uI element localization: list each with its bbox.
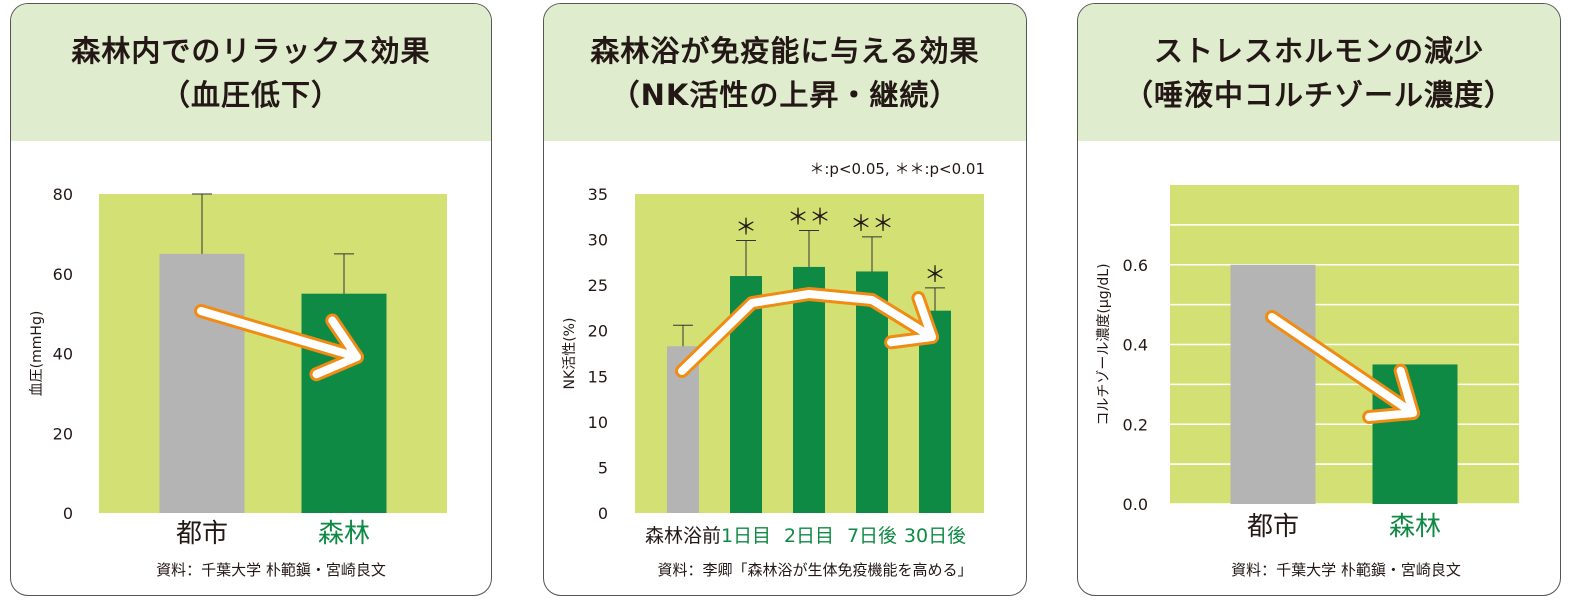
chart-card-blood-pressure: 森林内でのリラックス効果 （血圧低下） 0 20 40 60 80 血圧(mmHg) 都市 森… xyxy=(10,3,492,596)
nk-activity-chart: 0 5 10 15 20 25 30 35 NK活性(%) 森林浴前 ＊ 1日目 ＊＊ 2日目 ＊＊ 7日後 ＊… xyxy=(562,160,985,579)
bar xyxy=(793,266,825,513)
y-tick-label: 0.2 xyxy=(1123,415,1148,434)
chart-title-line-2: （NK活性の上昇・継続） xyxy=(610,77,960,112)
trend-arrow xyxy=(1265,310,1420,425)
category-label: 2日目 xyxy=(784,525,834,547)
source-note: 資料：千葉大学 朴範鎭・宮崎良文 xyxy=(1231,561,1461,579)
y-tick-label: 25 xyxy=(588,276,608,295)
card-header: ストレスホルモンの減少 （唾液中コルチゾール濃度） xyxy=(1078,4,1560,141)
y-tick-label: 30 xyxy=(588,231,608,250)
y-tick-label: 0.4 xyxy=(1123,336,1148,355)
y-tick-label: 35 xyxy=(588,185,608,204)
bar xyxy=(159,253,245,513)
category-label: 都市 xyxy=(176,519,228,549)
significance-mark: ＊＊ xyxy=(850,212,894,237)
y-tick-label: 40 xyxy=(53,345,73,364)
y-axis-label: NK活性(%) xyxy=(562,318,578,390)
category-label: 1日目 xyxy=(721,525,771,547)
trend-arrow xyxy=(194,304,364,382)
y-axis-label: 血圧(mmHg) xyxy=(29,311,45,397)
bar xyxy=(1372,364,1458,504)
chart-title-line-1: 森林浴が免疫能に与える効果 xyxy=(590,33,980,68)
y-tick-label: 20 xyxy=(53,424,73,443)
chart-title-line-2: （唾液中コルチゾール濃度） xyxy=(1123,77,1514,112)
category-label: 森林 xyxy=(318,519,370,549)
chart-card-nk-activity: 森林浴が免疫能に与える効果 （NK活性の上昇・継続） 0 5 10 15 20 25 30 3… xyxy=(543,3,1027,596)
significance-mark: ＊＊ xyxy=(787,205,831,230)
significance-mark: ＊ xyxy=(735,215,757,240)
category-label: 森林 xyxy=(1389,512,1441,542)
y-tick-label: 0.6 xyxy=(1123,256,1148,275)
y-tick-label: 80 xyxy=(53,185,73,204)
chart-title-line-1: ストレスホルモンの減少 xyxy=(1153,33,1484,68)
chart-card-cortisol: ストレスホルモンの減少 （唾液中コルチゾール濃度） 0.0 0.2 0.4 0.6 コル… xyxy=(1077,3,1561,596)
y-tick-label: 0 xyxy=(63,504,73,523)
y-tick-label: 15 xyxy=(588,367,608,386)
plot-area xyxy=(99,194,447,513)
y-axis-label: コルチゾール濃度(μg/dL) xyxy=(1096,263,1112,425)
chart-title-line-2: （血圧低下） xyxy=(160,77,341,112)
trend-arrow xyxy=(675,287,939,378)
category-label: 都市 xyxy=(1247,512,1299,542)
y-tick-label: 10 xyxy=(588,413,608,432)
source-note: 資料：李卿「森林浴が生体免疫機能を高める」 xyxy=(657,561,972,579)
chart-title-line-1: 森林内でのリラックス効果 xyxy=(71,33,431,68)
bar xyxy=(1230,264,1316,504)
significance-mark: ＊ xyxy=(924,263,946,288)
source-note: 資料：千葉大学 朴範鎭・宮崎良文 xyxy=(156,561,386,579)
card-header: 森林内でのリラックス効果 （血圧低下） xyxy=(11,4,491,141)
y-tick-label: 0 xyxy=(598,504,608,523)
y-tick-label: 60 xyxy=(53,265,73,284)
y-tick-label: 20 xyxy=(588,322,608,341)
significance-note: ＊:p<0.05, ＊＊:p<0.01 xyxy=(809,160,985,178)
category-label: 30日後 xyxy=(904,525,966,547)
category-label: 7日後 xyxy=(847,525,897,547)
category-label: 森林浴前 xyxy=(645,525,721,547)
y-tick-label: 5 xyxy=(598,458,608,477)
y-tick-label: 0.0 xyxy=(1123,495,1148,514)
card-header: 森林浴が免疫能に与える効果 （NK活性の上昇・継続） xyxy=(544,4,1026,141)
